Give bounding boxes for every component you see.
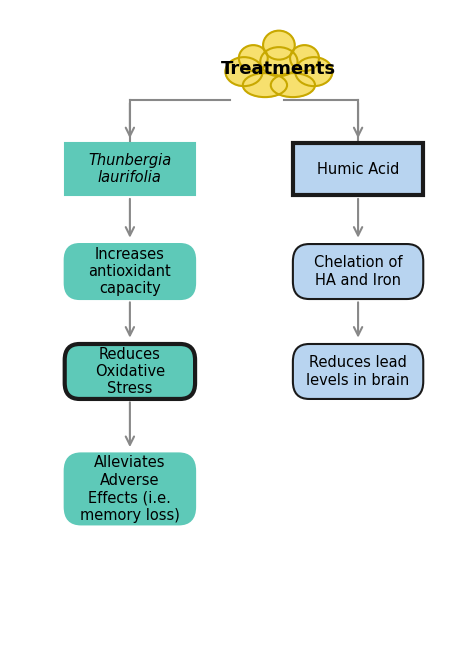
FancyBboxPatch shape [293,344,423,399]
Text: Reduces
Oxidative
Stress: Reduces Oxidative Stress [95,347,165,396]
FancyBboxPatch shape [65,344,195,399]
FancyBboxPatch shape [65,244,195,299]
Ellipse shape [225,57,263,86]
Text: Treatments: Treatments [221,60,337,78]
Text: Reduces lead
levels in brain: Reduces lead levels in brain [307,355,410,388]
FancyBboxPatch shape [65,453,195,524]
Ellipse shape [290,45,319,71]
FancyBboxPatch shape [293,244,423,299]
Ellipse shape [271,73,315,97]
Ellipse shape [263,31,295,60]
Text: Alleviates
Adverse
Effects (i.e.
memory loss): Alleviates Adverse Effects (i.e. memory … [80,455,180,522]
Ellipse shape [295,57,332,86]
FancyBboxPatch shape [293,143,423,195]
Text: Increases
antioxidant
capacity: Increases antioxidant capacity [89,247,171,297]
FancyBboxPatch shape [65,143,195,195]
Text: Thunbergia
laurifolia: Thunbergia laurifolia [88,153,172,186]
Ellipse shape [260,47,298,76]
Text: Humic Acid: Humic Acid [317,162,399,176]
Text: Chelation of
HA and Iron: Chelation of HA and Iron [314,255,402,288]
Ellipse shape [239,45,268,71]
Ellipse shape [243,73,287,97]
